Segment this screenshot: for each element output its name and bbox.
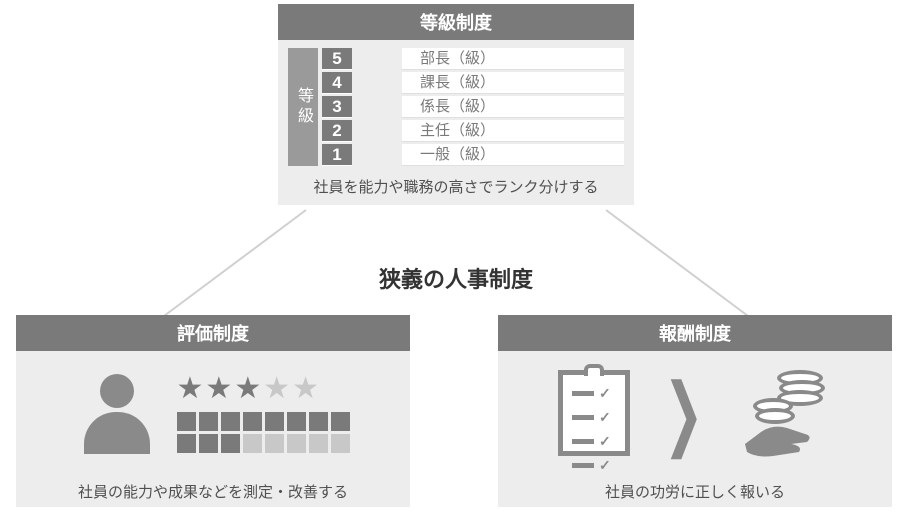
square-row: [177, 434, 350, 453]
evaluation-panel-caption: 社員の能力や成果などを測定・改善する: [16, 475, 410, 510]
square-filled: [331, 412, 350, 431]
evaluation-panel-title: 評価制度: [16, 315, 410, 351]
star-filled-icon: ★: [205, 374, 232, 404]
grade-numbers-column: 5 4 3 2 1: [322, 48, 352, 166]
diagram-root: 等級制度 等級 5 4 3 2 1 部長（級） 課長（級） 係長（級） 主任（級…: [0, 0, 912, 513]
grade-panel-title: 等級制度: [278, 4, 634, 40]
center-title: 狭義の人事制度: [0, 262, 912, 294]
star-filled-icon: ★: [177, 374, 204, 404]
square-empty: [309, 434, 328, 453]
coins-hand-icon: [737, 368, 832, 458]
square-filled: [265, 412, 284, 431]
star-filled-icon: ★: [234, 374, 261, 404]
grade-panel-caption: 社員を能力や職務の高さでランク分けする: [278, 170, 634, 205]
grade-num: 5: [322, 48, 352, 70]
grade-panel: 等級制度 等級 5 4 3 2 1 部長（級） 課長（級） 係長（級） 主任（級…: [278, 4, 634, 205]
grade-panel-body: 等級 5 4 3 2 1 部長（級） 課長（級） 係長（級） 主任（級） 一般（…: [278, 40, 634, 170]
grade-title: 部長（級）: [402, 48, 624, 70]
reward-panel-title: 報酬制度: [498, 315, 892, 351]
grade-vertical-label: 等級: [288, 48, 318, 166]
square-filled: [199, 434, 218, 453]
star-empty-icon: ★: [292, 374, 319, 404]
grade-title: 課長（級）: [402, 72, 624, 94]
square-filled: [221, 412, 240, 431]
grade-num: 1: [322, 144, 352, 166]
square-filled: [177, 434, 196, 453]
checklist-icon: ✓✓✓✓: [558, 370, 630, 456]
square-filled: [199, 412, 218, 431]
square-filled: [287, 412, 306, 431]
evaluation-panel-body: ★★★★★: [16, 351, 410, 475]
square-filled: [221, 434, 240, 453]
grade-num: 4: [322, 72, 352, 94]
person-icon: [77, 368, 157, 458]
square-filled: [243, 412, 262, 431]
evaluation-panel: 評価制度 ★★★★★ 社員の能力や成果などを測定・改善する: [16, 315, 410, 507]
grade-title: 一般（級）: [402, 144, 624, 166]
grade-num: 2: [322, 120, 352, 142]
grade-titles-column: 部長（級） 課長（級） 係長（級） 主任（級） 一般（級）: [402, 48, 624, 166]
check-icon: ✓: [599, 458, 611, 472]
reward-panel: 報酬制度 ✓ ✓ ✓ ✓ ❯ 社員の功労に正しく報いる: [498, 315, 892, 507]
star-rating: ★★★★★: [177, 374, 350, 404]
checklist-line: ✓: [572, 386, 611, 400]
grade-num: 3: [322, 96, 352, 118]
square-row: [177, 412, 350, 431]
reward-panel-caption: 社員の功労に正しく報いる: [498, 475, 892, 510]
square-empty: [265, 434, 284, 453]
checklist-line: ✓: [572, 434, 611, 448]
check-icon: ✓: [599, 386, 611, 400]
square-filled: [177, 412, 196, 431]
check-icon: ✓: [599, 434, 611, 448]
square-empty: [287, 434, 306, 453]
square-filled: [309, 412, 328, 431]
rating-block: ★★★★★: [177, 374, 350, 453]
checklist-line: ✓: [572, 410, 611, 424]
square-rating: [177, 412, 350, 453]
square-empty: [243, 434, 262, 453]
square-empty: [331, 434, 350, 453]
grade-title: 主任（級）: [402, 120, 624, 142]
arrow-zone: [352, 48, 402, 166]
grade-title: 係長（級）: [402, 96, 624, 118]
reward-panel-body: ✓ ✓ ✓ ✓ ❯: [498, 351, 892, 475]
star-empty-icon: ★: [263, 374, 290, 404]
check-icon: ✓: [599, 410, 611, 424]
chevron-right-icon: ❯: [663, 373, 703, 453]
checklist-line: ✓: [572, 458, 611, 472]
